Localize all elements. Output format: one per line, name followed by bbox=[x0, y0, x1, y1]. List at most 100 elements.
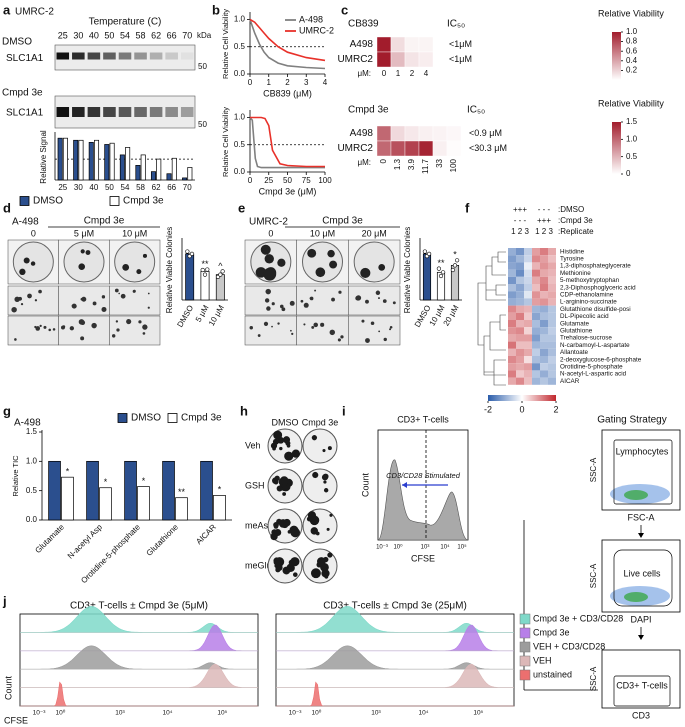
x-tick-label: 66 bbox=[167, 183, 176, 192]
label: UMRC-2 bbox=[249, 217, 288, 228]
heatmap-cell bbox=[532, 255, 540, 263]
colony bbox=[91, 322, 97, 329]
significance: * bbox=[66, 467, 70, 477]
legend-swatch bbox=[519, 655, 531, 667]
legend-label: UMRC-2 bbox=[299, 25, 334, 35]
heatmap-cell bbox=[508, 291, 516, 299]
y-axis-label: SSC-A bbox=[589, 666, 598, 691]
x-axis-label: Cmpd 3e (μM) bbox=[259, 186, 317, 196]
heatmap-cell bbox=[524, 269, 532, 277]
y-axis-label: Relative Signal bbox=[39, 130, 48, 184]
legend-label: VEH + CD3/CD28 bbox=[533, 641, 605, 651]
colorbar bbox=[612, 32, 621, 80]
heatmap-cell bbox=[524, 334, 532, 342]
colony bbox=[331, 297, 335, 302]
heatmap-cell bbox=[508, 327, 516, 335]
legend-label: unstained bbox=[533, 669, 572, 679]
bar bbox=[213, 495, 226, 521]
blot-band bbox=[103, 52, 116, 60]
heatmap-cell bbox=[540, 312, 548, 320]
colony bbox=[118, 292, 120, 295]
significance: ** bbox=[201, 259, 209, 269]
x-tick-label: 70 bbox=[183, 183, 192, 192]
heatmap-cell bbox=[540, 305, 548, 313]
column-label: 1 bbox=[396, 69, 401, 78]
colony bbox=[264, 298, 270, 303]
row-label: N-carbamoyl-L-aspartate bbox=[560, 342, 630, 349]
zoom-image bbox=[244, 285, 297, 316]
x-axis-label: CFSE bbox=[4, 715, 28, 725]
heatmap-cell bbox=[508, 248, 516, 256]
chart-title: CD3+ T-cells ± Cmpd 3e (5μM) bbox=[70, 601, 208, 612]
colony bbox=[378, 264, 386, 271]
bar bbox=[99, 487, 112, 521]
line bbox=[250, 116, 325, 168]
heatmap-cell bbox=[376, 36, 392, 53]
heatmap-cell bbox=[532, 298, 540, 306]
bar bbox=[62, 137, 68, 181]
column-label: 3.9 bbox=[407, 158, 416, 170]
ic50-value: <0.9 μM bbox=[469, 128, 502, 138]
x-tick-label: 2 bbox=[285, 78, 290, 87]
colony bbox=[389, 325, 393, 329]
colony bbox=[80, 336, 85, 341]
heatmap-cell bbox=[548, 348, 556, 356]
label: Cmpd 3e bbox=[322, 216, 363, 227]
label: DMSO bbox=[2, 37, 32, 48]
x-tick-label: 50 bbox=[105, 183, 114, 192]
x-tick-label: 10⁰ bbox=[56, 709, 66, 717]
colony bbox=[272, 446, 276, 451]
legend-label: A-498 bbox=[299, 14, 323, 24]
colorbar-title: Relative Viability bbox=[598, 98, 664, 108]
gate bbox=[613, 549, 673, 607]
colony bbox=[48, 328, 51, 332]
dose: 5 μM bbox=[74, 228, 94, 238]
colony bbox=[292, 572, 298, 577]
heatmap-cell bbox=[508, 305, 516, 313]
colony bbox=[142, 332, 146, 335]
heatmap-cell bbox=[532, 276, 540, 284]
bar bbox=[171, 157, 177, 181]
row-label: DL-Pipecolic acid bbox=[560, 313, 609, 320]
colony bbox=[147, 292, 150, 295]
colony bbox=[81, 296, 87, 302]
label: Temperature (C) bbox=[89, 17, 162, 28]
heatmap-cell bbox=[540, 255, 548, 263]
heatmap-cell bbox=[540, 284, 548, 292]
colony bbox=[378, 297, 380, 300]
bar bbox=[137, 486, 150, 521]
column-label: 33 bbox=[435, 158, 444, 167]
colony bbox=[265, 288, 271, 295]
header-label: - - - bbox=[538, 205, 551, 214]
colony bbox=[263, 321, 269, 326]
heatmap-cell bbox=[516, 276, 524, 284]
colony bbox=[120, 293, 126, 299]
legend-swatch bbox=[519, 641, 531, 653]
blot-band bbox=[72, 52, 85, 60]
bar bbox=[57, 137, 63, 181]
colony bbox=[300, 299, 304, 303]
heatmap-cell bbox=[418, 36, 434, 53]
colony bbox=[27, 293, 32, 299]
temperature: 54 bbox=[120, 30, 130, 40]
colony bbox=[101, 295, 106, 299]
bar bbox=[162, 460, 175, 521]
heatmap-cell bbox=[508, 312, 516, 320]
colorbar-title: Relative Viability bbox=[598, 8, 664, 18]
significance: * bbox=[104, 477, 108, 487]
row-label: 1,3-diphosphateglycerate bbox=[560, 263, 631, 270]
colony bbox=[289, 300, 295, 306]
heatmap-cell bbox=[540, 320, 548, 328]
replicate-point bbox=[422, 249, 428, 254]
colony bbox=[23, 257, 30, 264]
scatter-core bbox=[624, 592, 648, 602]
gate-label: Lymphocytes bbox=[616, 446, 669, 456]
colony bbox=[260, 244, 271, 255]
colony bbox=[311, 435, 318, 441]
row-label: CDP-ethanolamine bbox=[560, 291, 614, 298]
column-label: Cmpd 3e bbox=[302, 417, 339, 427]
colony bbox=[266, 306, 271, 311]
x-tick-label: 10⁰ bbox=[393, 544, 403, 551]
heatmap-cell bbox=[548, 377, 556, 385]
colorbar-tick-label: -2 bbox=[484, 404, 492, 414]
